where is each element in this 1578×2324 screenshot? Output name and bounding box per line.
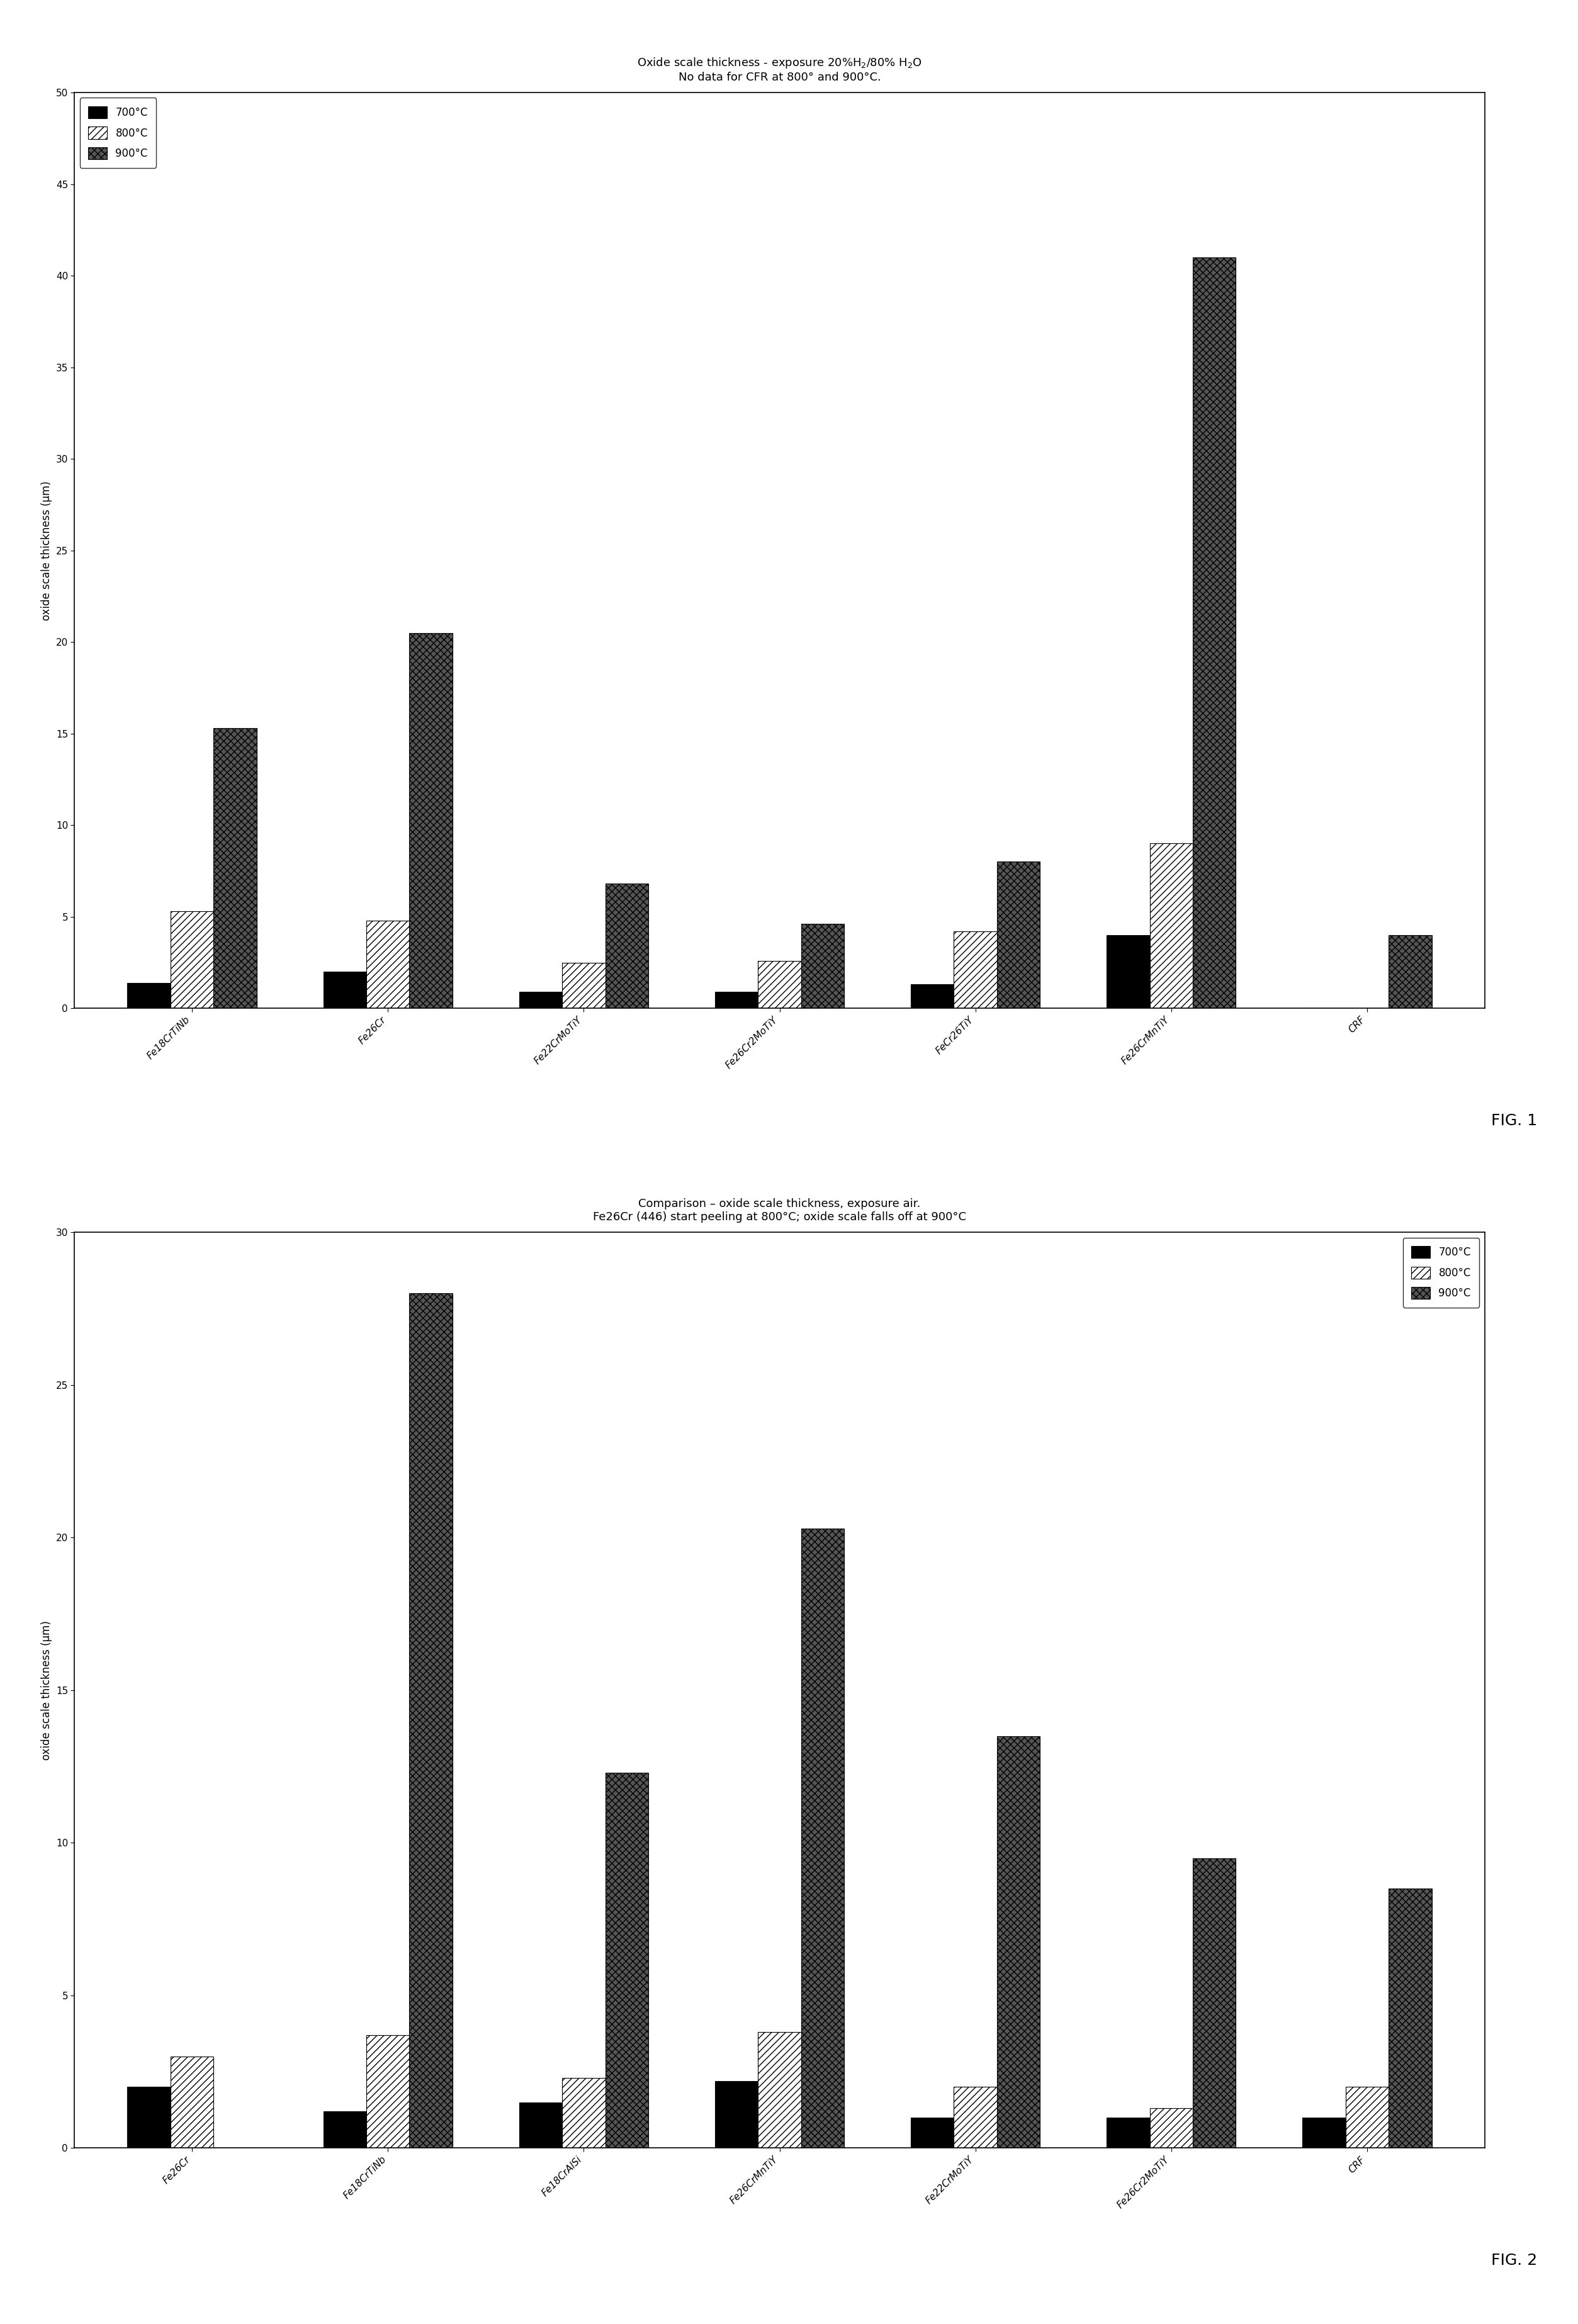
Bar [802,1529,844,2147]
Bar [409,632,453,1009]
Bar [1106,2117,1150,2147]
Bar [606,1773,649,2147]
Bar [1106,934,1150,1009]
Bar [1193,258,1236,1009]
Bar [170,2057,213,2147]
Bar [519,992,562,1009]
Bar [1150,2108,1193,2147]
Bar [1389,1889,1431,2147]
Bar [715,2080,757,2147]
Bar [366,2036,409,2147]
Bar [562,962,606,1009]
Title: Oxide scale thickness - exposure 20%H$_2$/80% H$_2$O
No data for CFR at 800° and: Oxide scale thickness - exposure 20%H$_2… [638,56,922,84]
Legend: 700°C, 800°C, 900°C: 700°C, 800°C, 900°C [1403,1239,1479,1308]
Y-axis label: oxide scale thickness (µm): oxide scale thickness (µm) [41,481,52,621]
Text: FIG. 1: FIG. 1 [1491,1113,1537,1127]
Bar [366,920,409,1009]
Bar [128,2087,170,2147]
Bar [757,2031,802,2147]
Bar [562,2078,606,2147]
Text: FIG. 2: FIG. 2 [1491,2252,1537,2268]
Bar [170,911,213,1009]
Bar [213,727,257,1009]
Bar [997,862,1040,1009]
Bar [128,983,170,1009]
Bar [911,2117,953,2147]
Bar [953,2087,997,2147]
Bar [802,925,844,1009]
Bar [606,883,649,1009]
Bar [1150,844,1193,1009]
Y-axis label: oxide scale thickness (µm): oxide scale thickness (µm) [41,1620,52,1759]
Bar [911,985,953,1009]
Bar [997,1736,1040,2147]
Bar [953,932,997,1009]
Bar [1389,934,1431,1009]
Bar [1302,2117,1346,2147]
Bar [409,1294,453,2147]
Legend: 700°C, 800°C, 900°C: 700°C, 800°C, 900°C [80,98,156,167]
Bar [519,2103,562,2147]
Bar [323,971,366,1009]
Bar [715,992,757,1009]
Bar [1193,1859,1236,2147]
Bar [323,2113,366,2147]
Bar [1346,2087,1389,2147]
Bar [757,960,802,1009]
Title: Comparison – oxide scale thickness, exposure air.
Fe26Cr (446) start peeling at : Comparison – oxide scale thickness, expo… [593,1199,966,1222]
